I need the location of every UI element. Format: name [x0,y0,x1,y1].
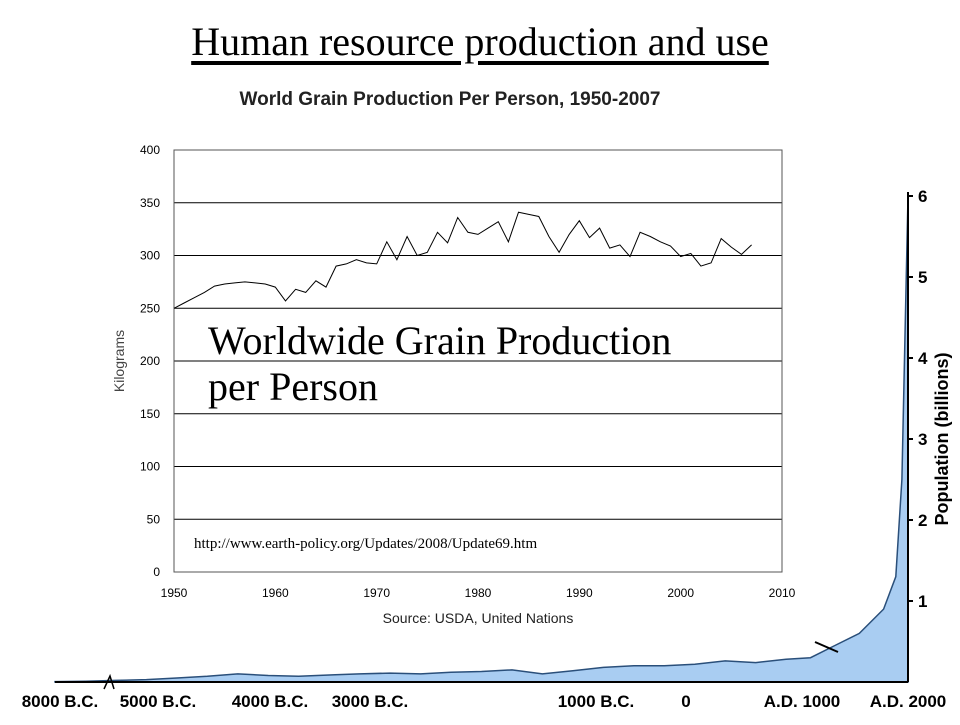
source-url[interactable]: http://www.earth-policy.org/Updates/2008… [194,536,538,552]
population-y-tick-label: 1 [918,592,927,611]
grain-y-tick-label: 150 [140,407,160,421]
population-y-tick-label: 4 [918,349,928,368]
population-x-tick-label: 8000 B.C. [22,692,99,711]
grain-x-tick-label: 1950 [161,586,188,600]
population-y-axis-label: Population (billions) [932,353,952,526]
population-x-tick-label: A.D. 1000 [764,692,841,711]
grain-x-axis-label: Source: USDA, United Nations [383,610,574,626]
grain-x-tick-label: 1990 [566,586,593,600]
grain-plot-frame [173,149,783,573]
grain-y-tick-label: 100 [140,460,160,474]
grain-y-tick-label: 250 [140,301,160,315]
grain-y-tick-label: 300 [140,249,160,263]
grain-x-tick-label: 1960 [262,586,289,600]
grain-chart-title: World Grain Production Per Person, 1950-… [240,89,661,110]
population-area [54,195,909,683]
grain-x-tick-label: 1970 [363,586,390,600]
grain-y-tick-label: 200 [140,354,160,368]
overlay-caption: Worldwide Grain Production per Person [208,318,768,410]
grain-y-tick-label: 0 [153,565,160,579]
grain-y-tick-label: 400 [140,143,160,157]
slide-title: Human resource production and use [191,19,769,64]
population-y-tick-label: 2 [918,511,927,530]
population-y-tick-label: 6 [918,187,927,206]
grain-series-line [173,211,752,309]
grain-y-tick-label: 350 [140,196,160,210]
overlay-caption-line-1: Worldwide Grain Production [208,318,672,363]
grain-chart: World Grain Production Per Person, 1950-… [111,84,800,632]
population-y-tick-label: 5 [918,268,927,287]
grain-x-tick-label: 2010 [769,586,796,600]
population-y-tick-label: 3 [918,430,927,449]
axis-break-mark [814,641,839,653]
population-x-tick-label: A.D. 2000 [870,692,947,711]
population-x-tick-label: 4000 B.C. [232,692,309,711]
overlay-caption-line-2: per Person [208,364,378,409]
population-x-tick-label: 3000 B.C. [332,692,409,711]
grain-x-tick-label: 1980 [465,586,492,600]
grain-y-tick-label: 50 [147,512,161,526]
grain-y-axis-label: Kilograms [111,330,127,392]
population-x-tick-label: 0 [681,692,690,711]
grain-x-tick-label: 2000 [667,586,694,600]
population-x-tick-label: 1000 B.C. [558,692,635,711]
population-x-tick-label: 5000 B.C. [120,692,197,711]
axis-break-mark [103,673,115,690]
grain-plot-background [160,84,800,632]
